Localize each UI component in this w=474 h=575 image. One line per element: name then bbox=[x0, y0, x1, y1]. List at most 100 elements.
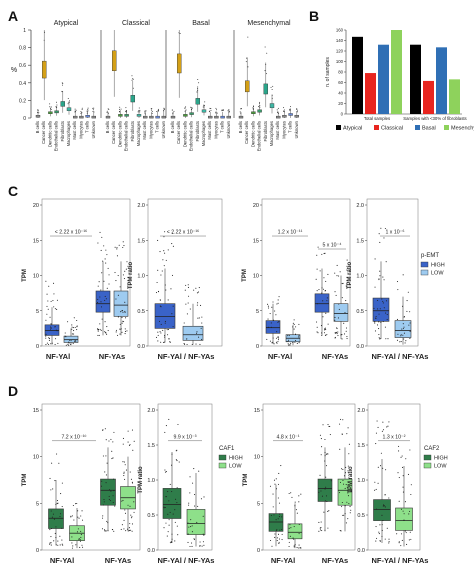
panel-a-celltype-label: Myocytes bbox=[148, 121, 153, 139]
panel-a-celltype-label: Endothelial cells bbox=[257, 121, 262, 151]
panel-c-ratio-right-point bbox=[378, 333, 380, 336]
panel-d-ratio-left-point bbox=[190, 519, 192, 521]
panel-c-tpm-left-point bbox=[123, 321, 125, 323]
panel-a-outlier bbox=[87, 107, 89, 109]
panel-c-tpm-right-point bbox=[322, 288, 325, 290]
panel-c-ratio-right-point bbox=[397, 333, 399, 335]
panel-d-ratio-left-point bbox=[194, 505, 196, 507]
panel-a-outlier bbox=[184, 110, 186, 112]
panel-a-box bbox=[176, 53, 182, 74]
panel-d-tpm-left-point bbox=[51, 516, 53, 518]
panel-d-tpm-left-point bbox=[71, 547, 73, 549]
panel-d-ratio-right-point bbox=[375, 540, 377, 542]
panel-c-tpm-right-point bbox=[341, 283, 343, 285]
panel-d-tpm-left-point bbox=[120, 528, 122, 531]
panel-c-tpm-right-point bbox=[325, 312, 327, 314]
panel-b-bar bbox=[378, 44, 389, 115]
panel-c-ratio-left-x-label: NF-YAl / NF-YAs bbox=[158, 352, 215, 361]
panel-d-ratio-right-point bbox=[408, 510, 411, 512]
panel-c-tpm-right-point bbox=[319, 270, 321, 272]
panel-d-tpm-right-point bbox=[278, 502, 281, 504]
panel-d-tpm-right-point bbox=[325, 476, 327, 478]
panel-d-tpm-left-point bbox=[56, 500, 59, 502]
panel-d-tpm-right-frame bbox=[262, 403, 356, 551]
panel-c-ratio-left-point bbox=[201, 338, 203, 341]
panel-c-tpm-left-point bbox=[124, 270, 126, 272]
panel-d-ratio-right-point bbox=[402, 475, 404, 477]
panel-b-bar bbox=[352, 36, 363, 115]
panel-c-tpm-left-point bbox=[107, 329, 109, 332]
panel-c-tpm-left-point bbox=[103, 245, 105, 247]
panel-letter-a: A bbox=[8, 8, 19, 24]
panel-d-tpm-right-point bbox=[277, 518, 279, 520]
panel-d-ratio-left-point bbox=[201, 545, 203, 547]
panel-c-ratio-right-point bbox=[387, 338, 389, 340]
panel-a-outlier bbox=[265, 73, 267, 75]
panel-a-box bbox=[251, 111, 256, 114]
panel-d-tpm-left-point bbox=[108, 489, 111, 491]
panel-d-ratio-left-point bbox=[191, 545, 193, 548]
panel-b-y-tick-label: 80 bbox=[338, 70, 343, 75]
panel-d-ratio-right-point bbox=[381, 514, 383, 516]
panel-c-tpm-right-point bbox=[340, 334, 342, 336]
panel-d-tpm-right-point bbox=[328, 510, 330, 512]
panel-c-tpm-right-point bbox=[294, 341, 296, 343]
panel-d-tpm-left-box bbox=[100, 478, 116, 506]
panel-c-tpm-right-point bbox=[315, 278, 317, 280]
panel-d-tpm-left-y-tick-label: 10 bbox=[33, 455, 39, 461]
panel-c-tpm-left-point bbox=[100, 306, 103, 308]
panel-d-tpm-left-point bbox=[49, 529, 51, 531]
panel-a-outlier bbox=[44, 31, 46, 33]
panel-a-outlier bbox=[93, 111, 95, 113]
panel-c-ratio-right-point bbox=[382, 320, 384, 323]
panel-a-outlier bbox=[171, 109, 173, 111]
panel-d-ratio-left-point bbox=[169, 511, 171, 513]
panel-a-outlier bbox=[240, 112, 242, 114]
panel-c-tpm-left-point bbox=[122, 274, 124, 276]
panel-d-tpm-left-point bbox=[109, 500, 111, 502]
panel-c-tpm-right-point bbox=[344, 312, 346, 314]
panel-letter-b: B bbox=[309, 8, 320, 24]
panel-c-legend-swatch-high bbox=[420, 261, 429, 268]
panel-c-tpm-right-point bbox=[337, 317, 339, 319]
panel-a-box bbox=[105, 115, 111, 119]
panel-a-box bbox=[142, 115, 148, 119]
panel-a-outlier bbox=[69, 100, 71, 102]
panel-c-tpm-left-point bbox=[108, 274, 110, 276]
panel-c-tpm-right-point bbox=[346, 335, 348, 338]
panel-d-tpm-right-point bbox=[276, 537, 279, 539]
panel-a-outlier bbox=[208, 111, 210, 113]
panel-d-tpm-right-point bbox=[298, 533, 300, 535]
panel-c-tpm-right-pval: 5 x 10⁻⁴ bbox=[322, 243, 341, 249]
panel-c-tpm-left-point bbox=[52, 299, 54, 302]
panel-d-ratio-right-point bbox=[381, 430, 383, 432]
panel-c-tpm-right-point bbox=[275, 314, 277, 316]
panel-d-tpm-right-point bbox=[276, 529, 278, 531]
panel-c-tpm-right-point bbox=[269, 312, 271, 315]
panel-d-tpm-right-box bbox=[268, 513, 284, 532]
panel-c-tpm-left-point bbox=[125, 268, 127, 270]
panel-d-tpm-left-point bbox=[50, 544, 52, 546]
panel-c-tpm-left-point bbox=[104, 295, 106, 298]
panel-d-tpm-right-point bbox=[345, 484, 347, 486]
panel-c-tpm-right-point bbox=[296, 342, 298, 345]
panel-c-ratio-left-point bbox=[189, 308, 191, 310]
panel-d-tpm-left-point bbox=[110, 438, 112, 440]
panel-c-tpm-left-point bbox=[71, 333, 73, 335]
panel-c-tpm-right-point bbox=[326, 334, 328, 336]
panel-c-tpm-left-point bbox=[73, 317, 75, 319]
panel-d-tpm-right-point bbox=[342, 419, 344, 421]
panel-d-tpm-left-point bbox=[56, 453, 58, 455]
panel-c-ratio-left-point bbox=[171, 313, 173, 315]
panel-d-tpm-left-point bbox=[78, 537, 80, 540]
panel-c-ratio-right-point bbox=[385, 312, 387, 314]
panel-d-tpm-right-point bbox=[290, 492, 292, 494]
panel-d-tpm-right-point bbox=[319, 474, 321, 476]
panel-a-outlier bbox=[210, 109, 212, 111]
panel-a-celltype-label: Dendritic cells bbox=[47, 121, 52, 147]
panel-c-tpm-left-point bbox=[99, 296, 101, 298]
panel-a-box bbox=[201, 109, 207, 113]
panel-a-outlier bbox=[131, 75, 133, 77]
panel-d-ratio-right-point bbox=[408, 539, 410, 541]
panel-d-tpm-left-point bbox=[77, 510, 79, 512]
